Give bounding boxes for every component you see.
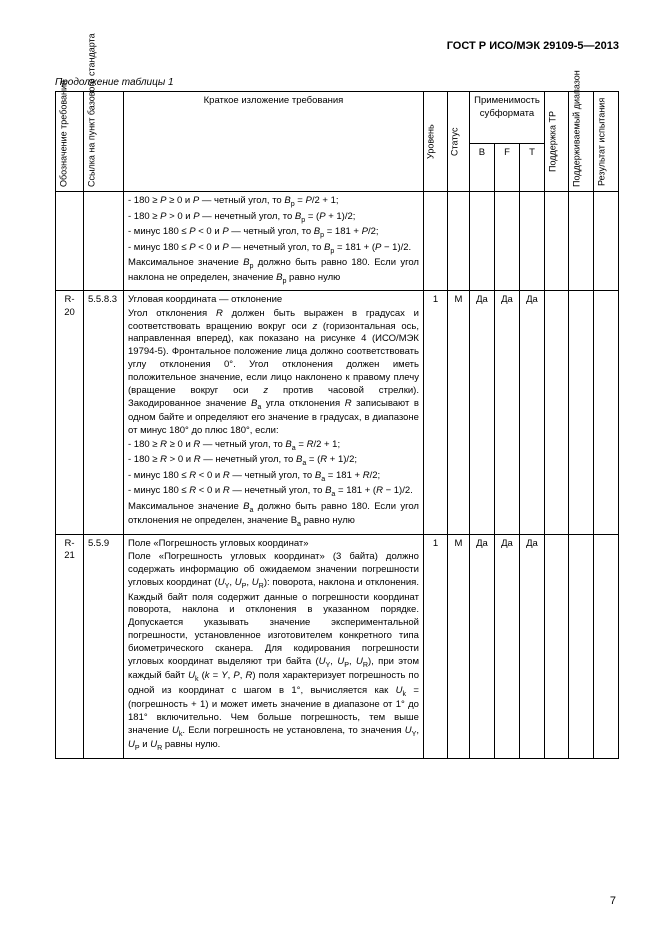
cell-range [569,192,594,291]
cell-b [469,192,494,291]
header-tp-support: Поддержка ТР [545,92,569,192]
cell-description: - 180 ≥ P ≥ 0 и P — четный угол, то Bp =… [124,192,424,291]
cell-range [569,291,594,535]
cell-id [56,192,84,291]
table-row: R-215.5.9Поле «Погрешность угловых коорд… [56,534,619,758]
cell-level [423,192,447,291]
header-id: Обозначение требования [56,92,84,192]
cell-ref [84,192,124,291]
cell-b: Да [469,291,494,535]
header-ref: Ссылка на пункт базового стандарта [84,92,124,192]
header-desc: Краткое изложение требования [124,92,424,192]
header-status: Статус [447,92,469,192]
cell-t: Да [519,291,544,535]
cell-result [594,534,619,758]
cell-id: R-21 [56,534,84,758]
cell-result [594,192,619,291]
cell-status: М [447,534,469,758]
cell-ref: 5.5.9 [84,534,124,758]
cell-result [594,291,619,535]
header-level: Уровень [423,92,447,192]
cell-b: Да [469,534,494,758]
cell-description: Поле «Погрешность угловых координат»Поле… [124,534,424,758]
cell-level: 1 [423,291,447,535]
cell-tp [545,534,569,758]
header-subformat-group: Применимость субформата [469,92,544,144]
header-range: Поддерживаемый диапазон [569,92,594,192]
page-number: 7 [610,895,616,907]
cell-t: Да [519,534,544,758]
cell-status: М [447,291,469,535]
cell-f: Да [494,291,519,535]
table-row: - 180 ≥ P ≥ 0 и P — четный угол, то Bp =… [56,192,619,291]
header-f: F [494,144,519,192]
header-b: B [469,144,494,192]
cell-level: 1 [423,534,447,758]
cell-f [494,192,519,291]
cell-description: Угловая координата — отклонениеУгол откл… [124,291,424,535]
header-t: T [519,144,544,192]
cell-ref: 5.5.8.3 [84,291,124,535]
cell-tp [545,192,569,291]
document-title: ГОСТ Р ИСО/МЭК 29109-5—2013 [55,40,619,52]
cell-id: R-20 [56,291,84,535]
table-row: R-205.5.8.3Угловая координата — отклонен… [56,291,619,535]
cell-f: Да [494,534,519,758]
cell-status [447,192,469,291]
requirements-table: Обозначение требования Ссылка на пункт б… [55,91,619,759]
header-result: Результат испытания [594,92,619,192]
table-continuation-label: Продолжение таблицы 1 [55,77,619,88]
cell-range [569,534,594,758]
cell-tp [545,291,569,535]
cell-t [519,192,544,291]
